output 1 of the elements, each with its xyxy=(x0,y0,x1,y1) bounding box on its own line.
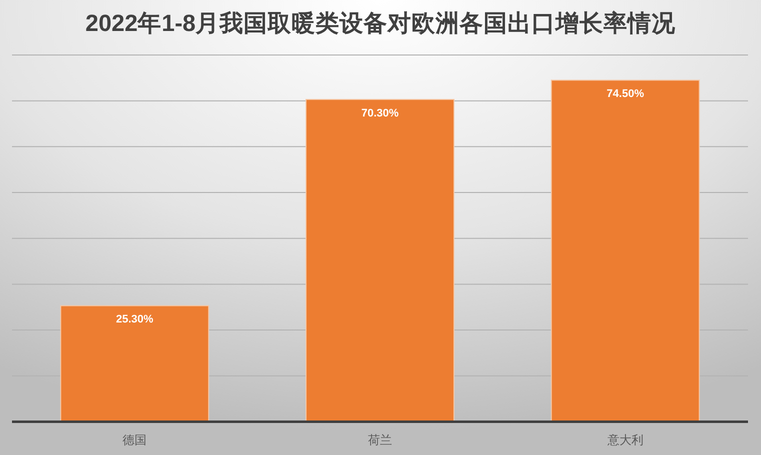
title: 2022年1-8月我国取暖类设备对欧洲各国出口增长率情况 xyxy=(85,10,676,36)
